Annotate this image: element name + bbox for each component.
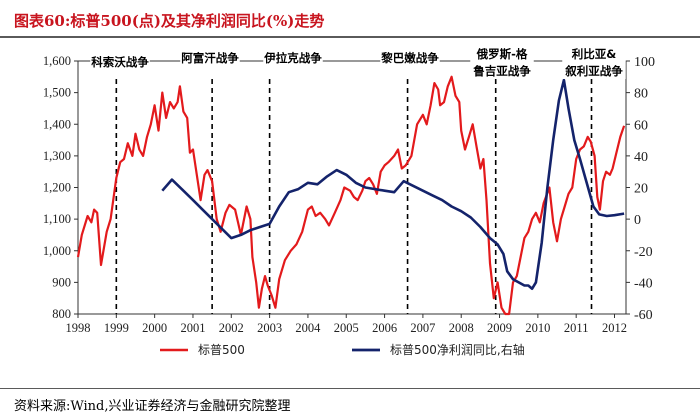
plot-frame [77, 60, 627, 315]
war-label: 科索沃战争 [91, 55, 149, 69]
left-axis-tick-label: 1,600 [43, 54, 71, 68]
sp500-line [76, 75, 626, 316]
sp500-earnings-chart: 8009001,0001,1001,2001,3001,4001,5001,60… [43, 47, 655, 357]
left-axis-tick-label: 1,000 [43, 244, 71, 258]
x-axis-tick-label: 1999 [104, 321, 129, 335]
x-axis-tick-label: 1998 [66, 321, 91, 335]
legend: 标普500 标普500净利润同比,右轴 [160, 342, 525, 357]
footer-divider [0, 388, 700, 389]
war-label: 俄罗斯-格鲁吉亚战争 [473, 47, 531, 78]
left-axis-tick-label: 800 [52, 307, 71, 321]
x-axis-tick-label: 2002 [219, 321, 244, 335]
x-axis-tick-label: 2000 [142, 321, 167, 335]
x-axis-tick-label: 2009 [487, 321, 512, 335]
right-axis-tick-label: 80 [634, 87, 648, 102]
war-label-bg [470, 47, 534, 79]
x-axis-tick-label: 2011 [564, 321, 589, 335]
earnings-growth-line [161, 78, 625, 290]
war-label-bg [90, 55, 150, 69]
series [76, 75, 626, 316]
right-axis-tick-label: -60 [634, 308, 653, 323]
right-axis-tick-label: -40 [634, 276, 653, 291]
war-label: 利比亚&叙利亚战争 [565, 47, 623, 78]
right-axis-tick-label: 40 [634, 150, 648, 165]
x-axis-tick-label: 2010 [525, 321, 550, 335]
x-axis-tick-label: 2004 [295, 321, 321, 335]
left-axis-tick-label: 1,500 [43, 86, 71, 100]
page-title: 图表60:标普500(点)及其净利润同比(%)走势 [14, 12, 325, 30]
right-axis-tick-label: 100 [634, 55, 655, 70]
source-note: 资料来源:Wind,兴业证券经济与金融研究院整理 [14, 399, 291, 414]
war-label-bg [180, 51, 240, 65]
x-axis-tick-label: 2003 [257, 321, 282, 335]
war-label-group: 黎巴嫩战争 [380, 51, 440, 65]
war-labels: 科索沃战争 阿富汗战争 伊拉克战争 黎巴嫩战争 俄罗斯-格鲁吉亚战争 利比亚&叙利亚战争 [90, 47, 626, 79]
right-axis-tick-label: -20 [634, 245, 653, 260]
war-label-group: 阿富汗战争 [180, 51, 240, 65]
right-axis-tick-label: 0 [634, 213, 641, 228]
x-axis-tick-label: 2012 [602, 321, 627, 335]
axes: 8009001,0001,1001,2001,3001,4001,5001,60… [43, 54, 655, 335]
left-axis-tick-label: 1,100 [43, 212, 71, 226]
war-label-bg [380, 51, 440, 65]
right-axis-tick-label: 60 [634, 118, 648, 133]
x-axis-tick-label: 2005 [334, 321, 359, 335]
war-label: 黎巴嫩战争 [381, 51, 439, 65]
x-axis-tick-label: 2006 [372, 321, 397, 335]
war-label: 阿富汗战争 [181, 51, 239, 65]
war-label: 伊拉克战争 [263, 51, 322, 65]
title-divider [0, 36, 700, 38]
left-axis-tick-label: 1,400 [43, 117, 71, 131]
left-axis-tick-label: 1,300 [43, 149, 71, 163]
war-label-group: 科索沃战争 [90, 55, 150, 69]
war-label-bg [562, 47, 626, 79]
war-label-group: 伊拉克战争 [263, 51, 323, 65]
war-label-bg [263, 51, 323, 65]
war-label-group: 利比亚&叙利亚战争 [562, 47, 626, 79]
right-axis-tick-label: 20 [634, 182, 648, 197]
x-axis-tick-label: 2001 [180, 321, 205, 335]
left-axis-tick-label: 1,200 [43, 181, 71, 195]
x-axis-tick-label: 2007 [410, 321, 435, 335]
legend-label-sp500: 标普500 [198, 343, 245, 357]
legend-label-earnings: 标普500净利润同比,右轴 [390, 342, 525, 357]
x-axis-tick-label: 2008 [449, 321, 474, 335]
war-label-group: 俄罗斯-格鲁吉亚战争 [470, 47, 534, 79]
left-axis-tick-label: 900 [52, 275, 71, 289]
